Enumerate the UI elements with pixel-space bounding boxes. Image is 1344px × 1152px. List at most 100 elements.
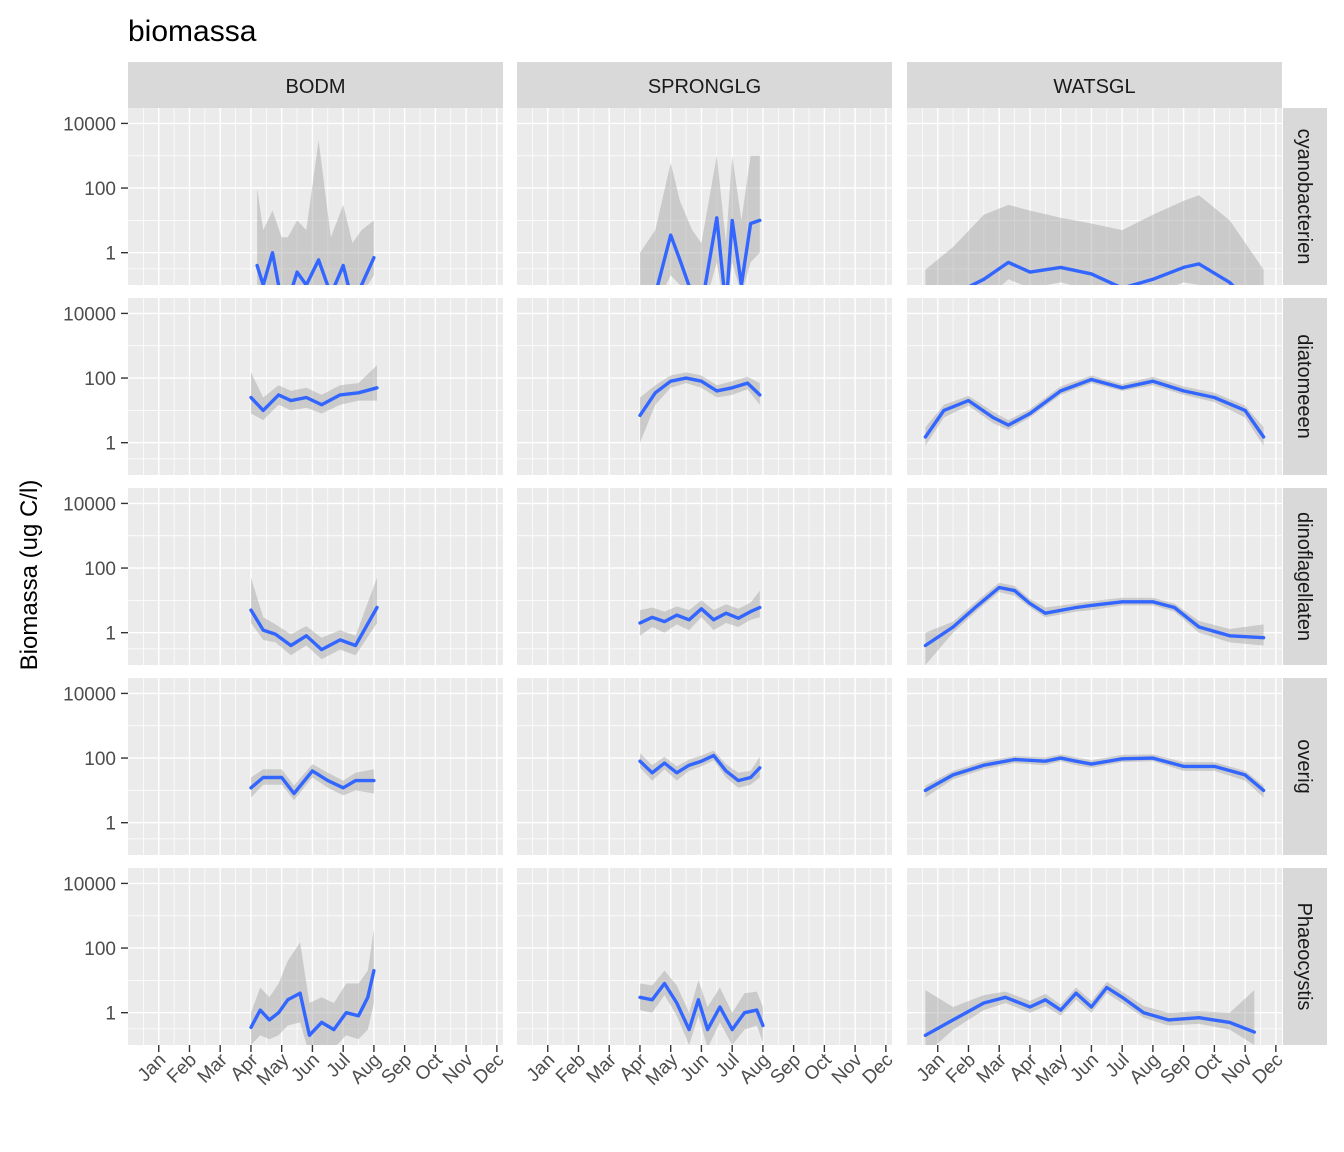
panel-data <box>255 140 376 285</box>
y-tick-label: 100 <box>84 749 116 770</box>
y-tick-label: 1 <box>105 814 116 835</box>
x-tick-label: Dec <box>470 1050 509 1089</box>
x-tick-label: Jun <box>676 1050 713 1087</box>
panel-background <box>517 488 892 665</box>
row-strip-label: diatomeeen <box>1293 334 1315 439</box>
confidence-band <box>251 764 374 801</box>
x-tick-label: Oct <box>411 1049 447 1085</box>
x-tick-label: May <box>253 1049 294 1090</box>
smooth-line <box>249 769 376 796</box>
panel-data <box>249 365 379 421</box>
facet-grid: BODM SPRONGLG WATSGL cyanobacterien diatomee… <box>63 62 1327 1090</box>
y-axis-title: Biomassa (ug C/l) <box>16 480 43 671</box>
panel-grid <box>128 868 503 1045</box>
smooth-line <box>923 585 1266 648</box>
panel-data <box>923 375 1266 446</box>
x-tick-label: Nov <box>828 1049 867 1088</box>
y-tick-label: 100 <box>84 559 116 580</box>
x-tick-label: Jan <box>913 1050 950 1087</box>
smooth-line <box>255 250 376 285</box>
panel-background <box>128 108 503 285</box>
column-strip-label: WATSGL <box>1053 76 1135 98</box>
panel-background <box>128 678 503 855</box>
confidence-band <box>257 140 374 285</box>
x-tick-label: Oct <box>1190 1049 1226 1085</box>
smooth-line <box>923 985 1257 1038</box>
panel-data <box>923 981 1257 1045</box>
panel-grid <box>128 678 503 855</box>
y-tick-label: 100 <box>84 939 116 960</box>
row-strip <box>1283 868 1327 1045</box>
y-tick-label: 10000 <box>63 684 116 705</box>
column-strip <box>517 62 892 108</box>
panel-grid <box>517 488 892 665</box>
panel-background <box>907 298 1282 475</box>
smooth-line <box>968 260 1235 285</box>
column-strip <box>128 62 503 108</box>
y-tick-label: 100 <box>84 179 116 200</box>
x-tick-label: Nov <box>1218 1049 1257 1088</box>
row-strip-label: cyanobacterien <box>1293 129 1315 265</box>
column-strip-label: SPRONGLG <box>648 76 761 98</box>
panel-grid <box>907 298 1282 475</box>
panel-background <box>517 678 892 855</box>
confidence-band <box>640 590 760 636</box>
smooth-line <box>923 377 1266 439</box>
row-strip <box>1283 678 1327 855</box>
smooth-line <box>249 605 379 652</box>
smooth-line <box>638 376 762 418</box>
smooth-line <box>638 981 765 1032</box>
x-tick-label: Feb <box>552 1050 590 1088</box>
y-tick-label: 10000 <box>63 304 116 325</box>
panel-data <box>249 764 376 801</box>
chart-title: biomassa <box>128 15 257 48</box>
panel-data <box>249 577 379 660</box>
panel-background <box>907 868 1282 1045</box>
x-tick-label: Dec <box>1249 1050 1288 1089</box>
row-strip-label: Phaeocystis <box>1293 903 1315 1011</box>
panel-data <box>249 928 376 1045</box>
panel-data <box>923 754 1266 798</box>
smooth-line <box>249 968 376 1038</box>
row-strip-label: overig <box>1293 739 1315 793</box>
panel-data <box>925 195 1264 285</box>
panel-background <box>128 298 503 475</box>
panel-grid <box>907 108 1282 285</box>
row-strip <box>1283 488 1327 665</box>
smooth-line <box>923 756 1266 793</box>
panel-background <box>128 488 503 665</box>
panel-grid <box>128 488 503 665</box>
column-strip-label: BODM <box>286 76 346 98</box>
panel-background <box>907 488 1282 665</box>
y-tick-label: 1 <box>105 1004 116 1025</box>
confidence-band <box>251 365 377 421</box>
panel-data <box>638 970 765 1045</box>
x-tick-label: Sep <box>1156 1050 1195 1089</box>
confidence-band <box>640 750 760 788</box>
panel-grid <box>517 868 892 1045</box>
y-tick-label: 1 <box>105 624 116 645</box>
panel-grid <box>128 108 503 285</box>
confidence-band <box>925 375 1264 446</box>
y-tick-label: 10000 <box>63 494 116 515</box>
smooth-line <box>638 753 762 783</box>
x-tick-label: Aug <box>347 1050 386 1089</box>
panel-data <box>640 155 762 285</box>
x-tick-label: Mar <box>194 1049 232 1087</box>
x-tick-label: Feb <box>942 1050 980 1088</box>
x-tick-label: Jun <box>287 1050 324 1087</box>
row-strip-label: dinoflagellaten <box>1293 512 1315 641</box>
y-tick-label: 1 <box>105 244 116 265</box>
x-tick-label: Sep <box>766 1050 805 1089</box>
panel-grid <box>128 298 503 475</box>
x-tick-label: Oct <box>800 1049 836 1085</box>
panel-background <box>517 298 892 475</box>
panel-grid <box>517 108 892 285</box>
panel-data <box>638 750 762 788</box>
smooth-line <box>249 386 379 413</box>
row-strip <box>1283 108 1327 285</box>
x-tick-label: Mar <box>583 1049 621 1087</box>
y-tick-label: 10000 <box>63 874 116 895</box>
x-tick-label: May <box>1032 1049 1073 1090</box>
